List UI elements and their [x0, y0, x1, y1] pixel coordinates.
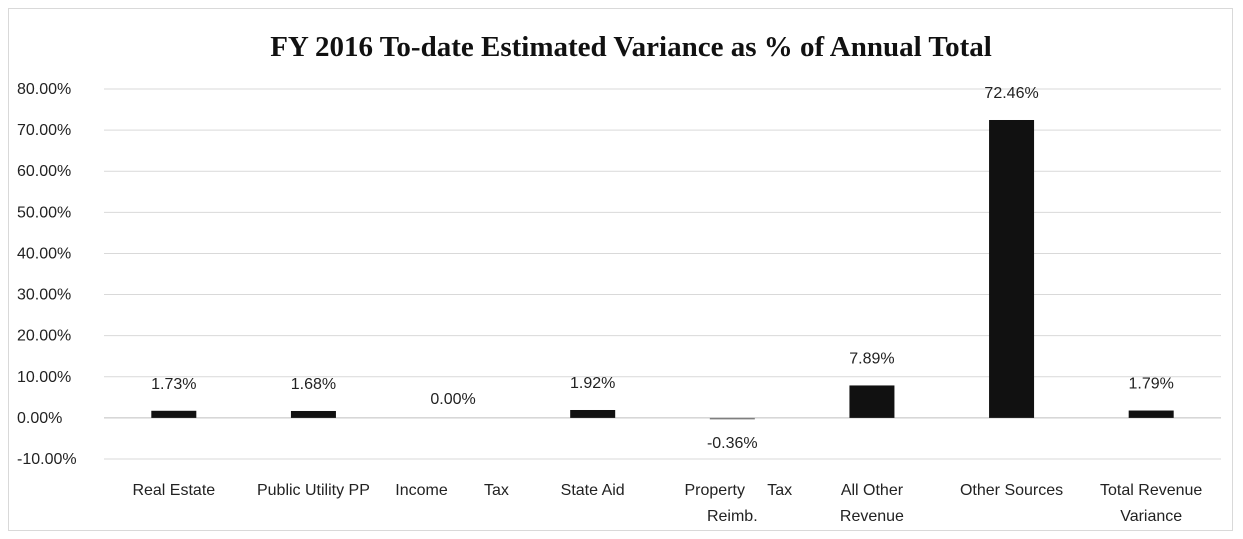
chart-title: FY 2016 To-date Estimated Variance as % … [270, 31, 992, 63]
y-tick-label: 40.00% [17, 245, 71, 262]
y-axis-ticks: 80.00% 70.00% 60.00% 50.00% 40.00% 30.00% 20.0… [17, 81, 77, 468]
category-labels: Real Estate Public Utility PP Income Tax Sta… [132, 482, 1202, 525]
bar [849, 385, 895, 418]
category-label: Reimb. [707, 508, 758, 525]
category-label: Tax [484, 482, 509, 499]
bar [151, 410, 197, 418]
data-label: 1.68% [291, 376, 336, 393]
y-tick-label: 10.00% [17, 369, 71, 386]
category-label: Revenue [840, 508, 904, 525]
bars [151, 119, 1174, 420]
gridlines [104, 88, 1221, 460]
chart-frame: FY 2016 To-date Estimated Variance as % … [8, 8, 1233, 531]
data-label: 7.89% [849, 350, 894, 367]
category-label: Other Sources [960, 482, 1063, 499]
y-tick-label: 70.00% [17, 122, 71, 139]
data-label: 1.79% [1129, 376, 1174, 393]
y-tick-label: 50.00% [17, 204, 71, 221]
data-label: 1.92% [570, 375, 615, 392]
y-tick-label: 80.00% [17, 81, 71, 98]
category-label: Income [395, 482, 448, 499]
category-label: Tax [767, 482, 792, 499]
category-label: Public Utility PP [257, 482, 370, 499]
bar [1128, 410, 1174, 418]
data-labels: 1.73% 1.68% 0.00% 1.92% -0.36% 7.89% 72.46% 1.7… [151, 85, 1174, 452]
bar [290, 410, 336, 418]
category-label: State Aid [561, 482, 625, 499]
category-label: All Other [841, 482, 904, 499]
bar [570, 409, 616, 418]
data-label: 1.73% [151, 376, 196, 393]
bar [989, 119, 1035, 418]
y-tick-label: 30.00% [17, 287, 71, 304]
data-label: 0.00% [430, 391, 475, 408]
category-label: Variance [1120, 508, 1182, 525]
y-tick-label: 0.00% [17, 410, 62, 427]
y-tick-label: 60.00% [17, 163, 71, 180]
data-label: 72.46% [984, 85, 1038, 102]
category-label: Total Revenue [1100, 482, 1202, 499]
y-tick-label: 20.00% [17, 328, 71, 345]
category-label: Real Estate [132, 482, 215, 499]
data-label: -0.36% [707, 435, 758, 452]
bar [709, 417, 755, 420]
y-tick-label: -10.00% [17, 451, 77, 468]
bar-chart: FY 2016 To-date Estimated Variance as % … [17, 31, 1221, 525]
category-label: Property [685, 482, 745, 499]
